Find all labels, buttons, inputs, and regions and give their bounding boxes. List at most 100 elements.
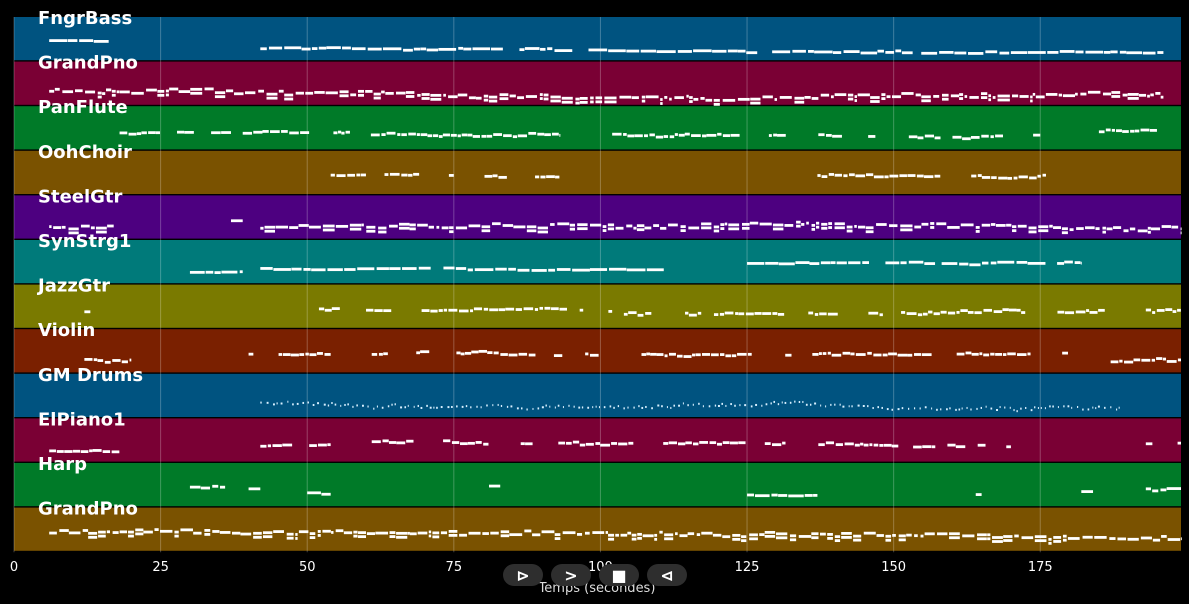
note-mark: [607, 227, 615, 231]
note-mark: [546, 175, 555, 179]
note-mark: [804, 96, 811, 99]
note-mark: [240, 532, 252, 536]
note-mark: [169, 87, 179, 91]
note-mark: [661, 405, 663, 408]
note-mark: [295, 537, 298, 540]
note-mark: [936, 408, 938, 411]
note-mark: [367, 47, 382, 51]
note-mark: [750, 405, 753, 408]
note-mark: [848, 405, 850, 408]
note-mark: [1040, 406, 1042, 409]
note-mark: [282, 443, 293, 447]
note-mark: [686, 94, 689, 98]
note-mark: [764, 530, 776, 534]
note-mark: [781, 401, 783, 404]
note-mark: [626, 49, 640, 53]
note-mark: [741, 535, 747, 539]
note-mark: [351, 47, 366, 51]
note-mark: [581, 406, 584, 409]
note-mark: [1111, 128, 1115, 132]
note-mark: [540, 175, 546, 179]
note-mark: [897, 408, 900, 411]
note-mark: [702, 134, 707, 138]
note-mark: [325, 91, 338, 95]
note-mark: [204, 533, 211, 536]
note-mark: [992, 540, 1003, 543]
note-mark: [830, 95, 834, 99]
note-mark: [131, 91, 144, 95]
note-mark: [381, 406, 384, 409]
note-mark: [190, 91, 203, 95]
note-mark: [524, 529, 532, 533]
note-mark: [1137, 229, 1148, 233]
note-mark: [623, 133, 627, 136]
note-mark: [157, 93, 165, 97]
note-mark: [387, 405, 390, 408]
note-mark: [97, 91, 102, 95]
note-mark: [841, 536, 852, 539]
note-mark: [1030, 99, 1033, 103]
note-mark: [1061, 231, 1068, 235]
note-mark: [784, 401, 787, 404]
note-mark: [818, 443, 825, 447]
note-mark: [722, 98, 736, 102]
note-mark: [273, 268, 291, 271]
note-mark: [977, 443, 986, 447]
note-mark: [1165, 308, 1173, 312]
note-mark: [696, 533, 701, 537]
note-mark: [443, 308, 448, 312]
back-button[interactable]: ⊲: [647, 564, 687, 586]
note-mark: [366, 225, 376, 229]
note-mark: [750, 97, 761, 101]
note-mark: [809, 403, 812, 406]
note-mark: [541, 406, 544, 409]
note-mark: [701, 531, 713, 535]
note-mark: [489, 484, 501, 488]
note-mark: [75, 89, 83, 93]
note-mark: [730, 403, 732, 406]
note-mark: [666, 406, 668, 409]
note-mark: [1150, 227, 1161, 231]
note-mark: [1012, 94, 1019, 98]
note-mark: [709, 441, 717, 445]
note-mark: [476, 405, 478, 408]
note-mark: [595, 405, 597, 408]
play-button[interactable]: ⊳: [503, 564, 543, 586]
note-mark: [428, 534, 432, 538]
note-mark: [713, 313, 719, 316]
note-mark: [441, 226, 449, 230]
note-mark: [481, 229, 491, 233]
note-mark: [356, 173, 361, 177]
note-mark: [278, 353, 283, 356]
note-mark: [420, 406, 423, 409]
note-marks: [49, 39, 1182, 545]
note-mark: [713, 98, 720, 102]
note-mark: [1161, 225, 1171, 228]
note-mark: [1155, 91, 1161, 95]
note-mark: [1076, 227, 1084, 230]
note-mark: [613, 406, 615, 409]
note-mark: [637, 532, 642, 536]
note-mark: [892, 534, 896, 537]
note-mark: [219, 531, 231, 534]
note-mark: [457, 93, 468, 97]
note-mark: [566, 441, 572, 445]
note-mark: [589, 223, 602, 227]
note-mark: [495, 267, 507, 271]
note-mark: [626, 268, 646, 272]
note-mark: [602, 229, 607, 232]
note-mark: [882, 353, 888, 357]
next-button[interactable]: >: [551, 564, 591, 586]
note-mark: [847, 97, 854, 101]
note-mark: [465, 405, 468, 408]
note-mark: [418, 266, 431, 270]
note-mark: [842, 351, 851, 355]
note-mark: [772, 227, 784, 231]
note-mark: [789, 538, 797, 542]
note-mark: [449, 230, 454, 234]
note-mark: [526, 225, 537, 229]
note-mark: [990, 261, 997, 265]
note-mark: [489, 308, 498, 312]
note-mark: [539, 306, 544, 310]
stop-button[interactable]: ■: [599, 564, 639, 586]
